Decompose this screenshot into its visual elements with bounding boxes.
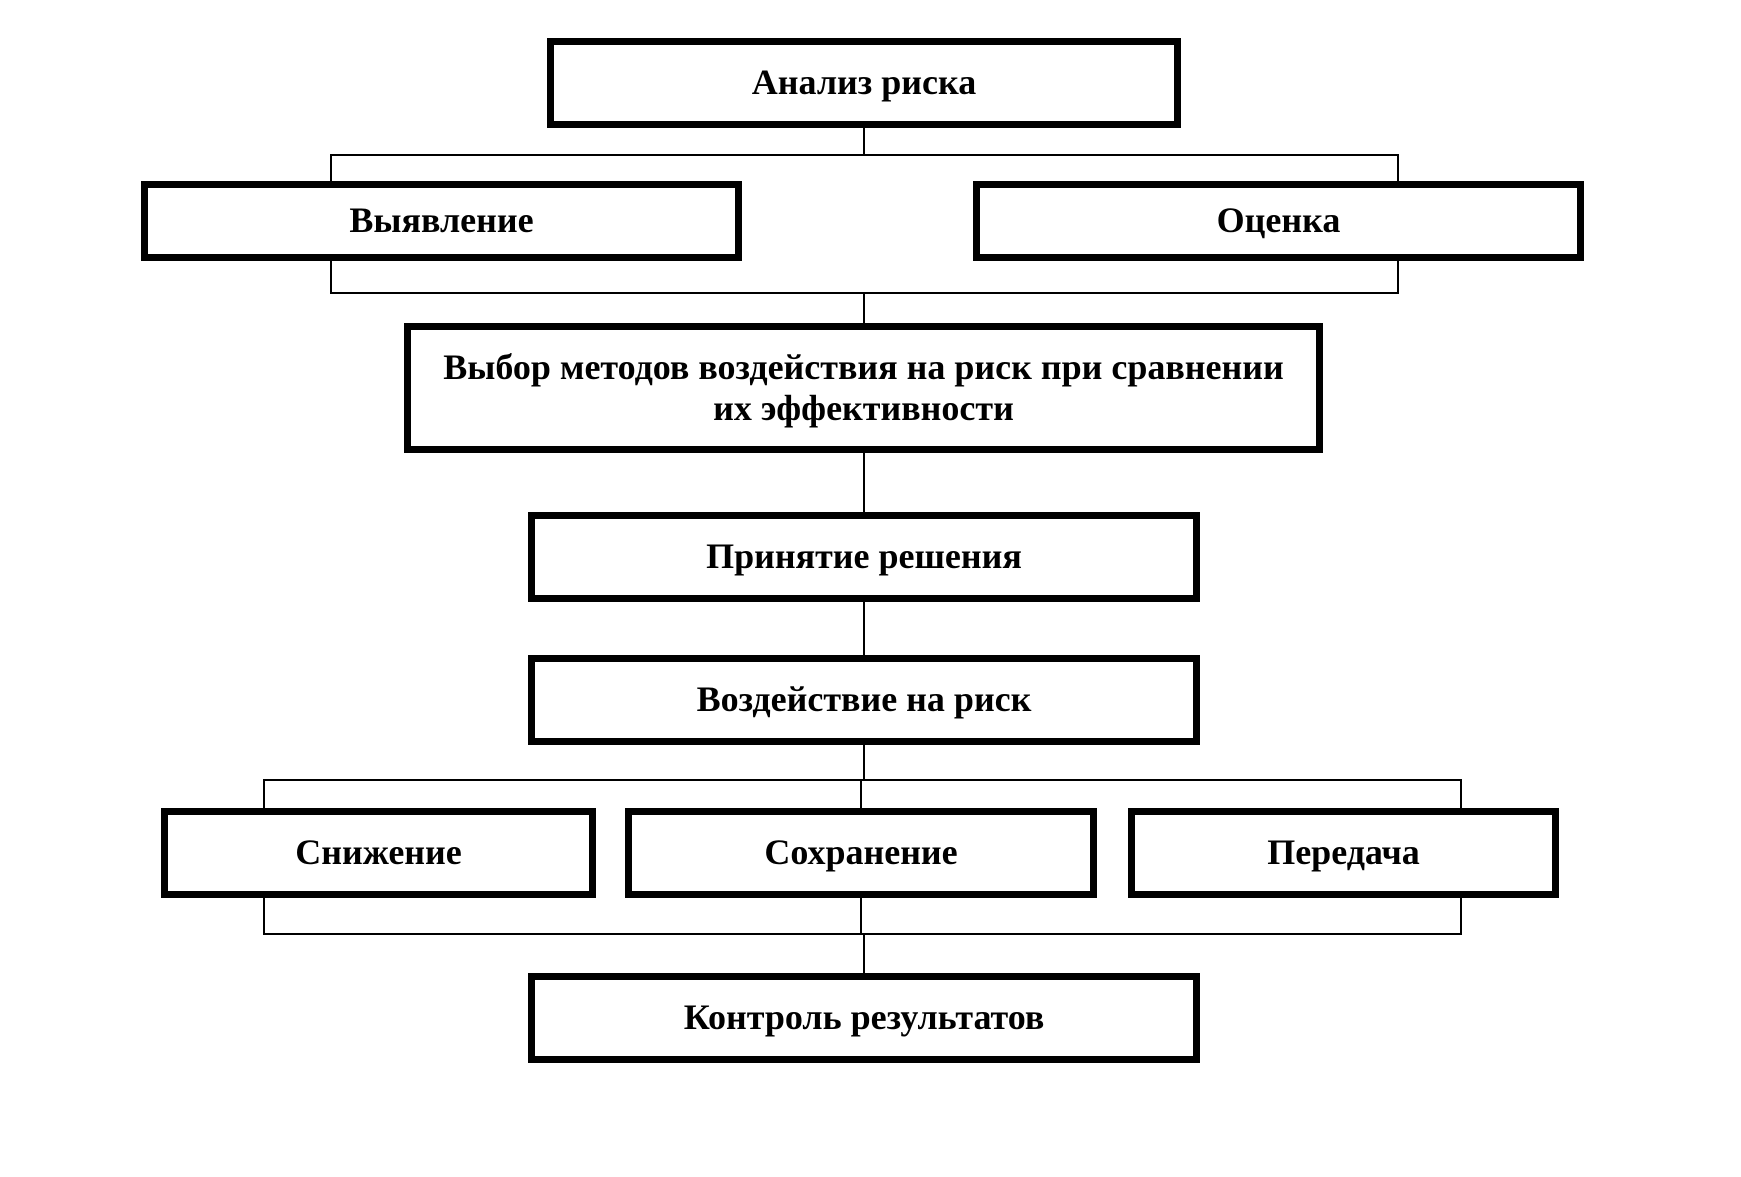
flowchart-node-label: Выбор методов воздействия на риск при ср… (421, 347, 1306, 430)
flowchart-node-label: Сохранение (764, 832, 957, 873)
flowchart-node-label: Выявление (349, 200, 533, 241)
flowchart-node-label: Принятие решения (706, 536, 1022, 577)
flowchart-node-n6: Воздействие на риск (528, 655, 1200, 745)
flowchart-node-n8: Сохранение (625, 808, 1097, 898)
flowchart-node-label: Анализ риска (752, 62, 976, 103)
flowchart-node-label: Снижение (295, 832, 462, 873)
flowchart-node-label: Оценка (1217, 200, 1341, 241)
flowchart-canvas: Анализ риска Выявление Оценка Выбор методов… (0, 0, 1741, 1177)
flowchart-node-n4: Выбор методов воздействия на риск при ср… (404, 323, 1323, 453)
flowchart-node-n10: Контроль результатов (528, 973, 1200, 1063)
flowchart-node-label: Воздействие на риск (697, 679, 1032, 720)
flowchart-node-n2: Выявление (141, 181, 742, 261)
flowchart-node-n7: Снижение (161, 808, 596, 898)
flowchart-node-label: Передача (1267, 832, 1420, 873)
flowchart-node-n1: Анализ риска (547, 38, 1181, 128)
flowchart-node-label: Контроль результатов (684, 997, 1045, 1038)
flowchart-node-n3: Оценка (973, 181, 1584, 261)
flowchart-node-n9: Передача (1128, 808, 1559, 898)
flowchart-node-n5: Принятие решения (528, 512, 1200, 602)
